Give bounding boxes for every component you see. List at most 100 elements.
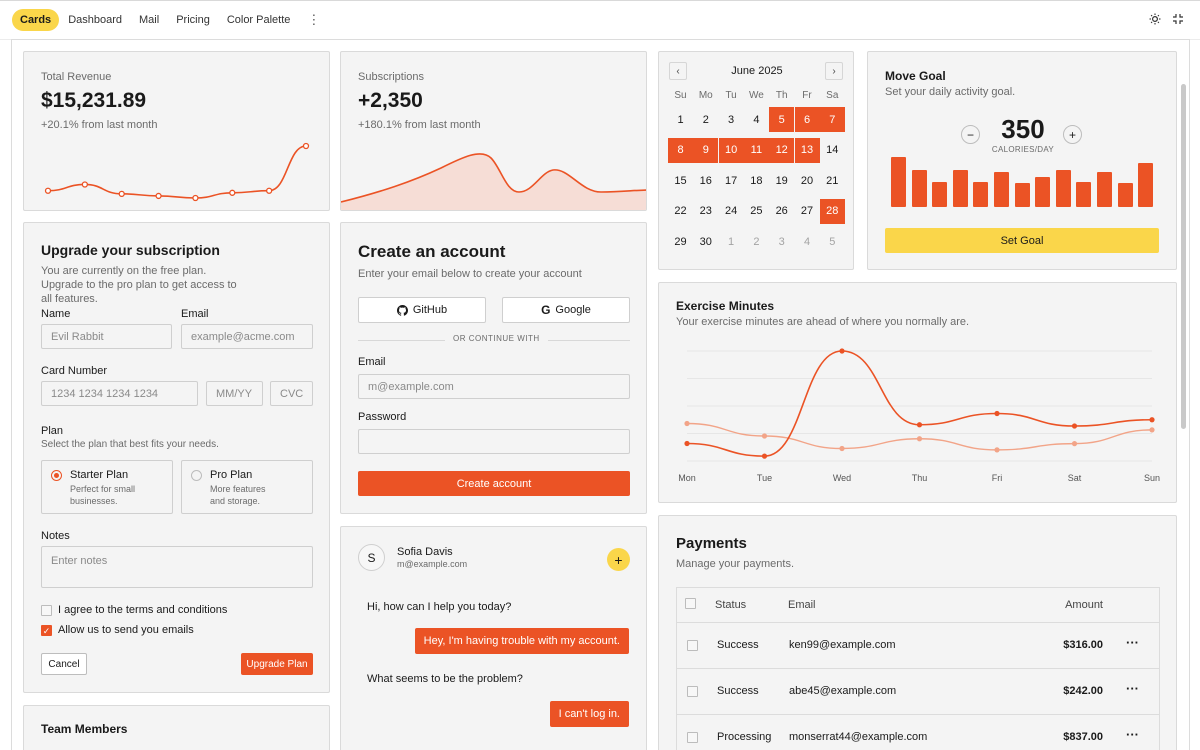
calendar-day[interactable]: 21 (826, 174, 839, 187)
increase-goal-button[interactable]: + (1063, 125, 1082, 144)
row-checkbox[interactable] (687, 732, 698, 743)
tab-cards[interactable]: Cards (12, 9, 60, 31)
average-point (839, 445, 845, 452)
calendar-day[interactable]: 28 (819, 198, 845, 224)
emails-checkbox[interactable]: ✓ (41, 625, 52, 636)
average-point (916, 436, 923, 442)
chat-message-user: I can't log in. (549, 701, 629, 727)
collapse-icon[interactable] (1172, 13, 1184, 28)
header-email: Email (788, 599, 816, 611)
page-scrollbar[interactable] (1181, 84, 1186, 429)
weekday-label: Th (775, 90, 788, 101)
tab-mail[interactable]: Mail (139, 14, 160, 26)
calendar-day[interactable]: 23 (699, 205, 712, 217)
cvc-field[interactable]: CVC (270, 381, 313, 406)
calendar-day[interactable]: 5 (829, 235, 836, 248)
row-menu-icon[interactable]: ··· (1126, 635, 1139, 650)
sun-icon[interactable] (1149, 13, 1161, 28)
calendar-day[interactable]: 19 (775, 174, 788, 187)
email-label: Email (181, 308, 209, 320)
chevron-left-icon[interactable]: ‹ (669, 62, 687, 80)
cancel-button[interactable]: Cancel (41, 653, 87, 675)
table-row[interactable]: Success abe45@example.com $242.00 ··· (677, 668, 1159, 714)
calendar-day[interactable]: 1 (677, 113, 684, 126)
subscriptions-area-chart (341, 153, 646, 210)
calendar-day[interactable]: 11 (743, 137, 769, 163)
calendar-day[interactable]: 14 (826, 144, 839, 156)
calendar-day[interactable]: 3 (778, 235, 785, 248)
row-menu-icon[interactable]: ··· (1126, 681, 1139, 696)
revenue-value: $15,231.89 (41, 89, 147, 112)
name-field[interactable]: Evil Rabbit (41, 324, 172, 349)
google-button[interactable]: G Google (502, 297, 630, 323)
calendar-day[interactable]: 6 (794, 107, 820, 132)
table-row[interactable]: Processing monserrat44@example.com $837.… (677, 714, 1159, 750)
upgrade-card: Upgrade your subscription You are curren… (23, 222, 330, 693)
create-account-button[interactable]: Create account (358, 471, 630, 496)
header-amount: Amount (1065, 599, 1103, 611)
calendar-day[interactable]: 15 (674, 174, 687, 187)
table-row[interactable]: Success ken99@example.com $316.00 ··· (677, 622, 1159, 668)
calendar-day[interactable]: 3 (728, 113, 735, 126)
payments-table: Status Email Amount Success ken99@exampl… (676, 587, 1160, 750)
tab-color-palette[interactable]: Color Palette (226, 14, 291, 26)
add-contact-button[interactable]: + (607, 548, 630, 571)
calendar-day[interactable]: 25 (750, 205, 763, 217)
revenue-point (265, 187, 273, 194)
calendar-day[interactable]: 26 (775, 205, 788, 217)
goal-unit: CALORIES/DAY (991, 145, 1055, 154)
select-all-checkbox[interactable] (685, 598, 696, 609)
expiry-field[interactable]: MM/YY (206, 381, 263, 406)
calendar-day[interactable]: 2 (702, 113, 709, 126)
calendar-day[interactable]: 16 (699, 174, 712, 187)
calendar-day[interactable]: 5 (769, 107, 795, 132)
pro-plan-name: Pro Plan (210, 469, 253, 481)
row-checkbox[interactable] (687, 686, 698, 697)
calendar-day[interactable]: 17 (724, 174, 738, 187)
tab-pricing[interactable]: Pricing (176, 14, 210, 26)
calendar-day[interactable]: 22 (674, 205, 687, 217)
calendar-day[interactable]: 4 (803, 235, 811, 248)
calendar-day[interactable]: 20 (800, 174, 814, 187)
plan-option-pro[interactable]: Pro Plan More features and storage. (181, 460, 313, 514)
password-field[interactable] (358, 429, 630, 454)
decrease-goal-button[interactable]: − (961, 125, 980, 144)
calendar-day[interactable]: 10 (718, 137, 744, 163)
calendar-day[interactable]: 7 (819, 107, 845, 132)
calendar-day[interactable]: 13 (794, 137, 820, 163)
row-menu-icon[interactable]: ··· (1126, 727, 1139, 742)
tab-dashboard[interactable]: Dashboard (68, 14, 123, 26)
github-button[interactable]: GitHub (358, 297, 486, 323)
upgrade-plan-button[interactable]: Upgrade Plan (241, 653, 313, 675)
account-email-field[interactable]: m@example.com (358, 374, 630, 399)
x-axis-tick-label: Thu (912, 473, 928, 483)
calendar-day[interactable]: 30 (699, 235, 712, 248)
vertical-dots-icon[interactable]: ⋮ (307, 12, 321, 27)
notes-field[interactable]: Enter notes (41, 546, 313, 588)
card-number-field[interactable]: 1234 1234 1234 1234 (41, 381, 198, 406)
calendar-day[interactable]: 24 (724, 205, 738, 217)
chevron-right-icon[interactable]: › (825, 62, 843, 80)
email-field[interactable]: example@acme.com (181, 324, 313, 349)
pro-plan-radio[interactable] (191, 470, 202, 481)
payments-card: Payments Manage your payments. Status Em… (658, 515, 1177, 750)
calendar-day[interactable]: 27 (800, 205, 814, 217)
set-goal-button[interactable]: Set Goal (885, 228, 1159, 253)
starter-plan-radio[interactable] (51, 470, 62, 481)
calendar-day[interactable]: 18 (750, 174, 763, 187)
calendar-day[interactable]: 8 (668, 137, 693, 163)
starter-plan-desc: Perfect for small businesses. (70, 484, 136, 506)
calendar-day[interactable]: 4 (753, 113, 760, 126)
row-amount: $837.00 (1063, 731, 1103, 743)
terms-checkbox[interactable] (41, 605, 52, 616)
account-title: Create an account (358, 242, 506, 261)
calendar-day[interactable]: 12 (769, 137, 795, 163)
calendar-day[interactable]: 29 (674, 235, 687, 248)
row-amount: $316.00 (1063, 639, 1103, 651)
calendar-day[interactable]: 1 (728, 235, 735, 248)
calendar-day[interactable]: 2 (753, 235, 760, 248)
team-title: Team Members (41, 722, 128, 736)
row-checkbox[interactable] (687, 640, 698, 651)
plan-option-starter[interactable]: Starter Plan Perfect for small businesse… (41, 460, 173, 514)
calendar-day[interactable]: 9 (693, 137, 719, 163)
